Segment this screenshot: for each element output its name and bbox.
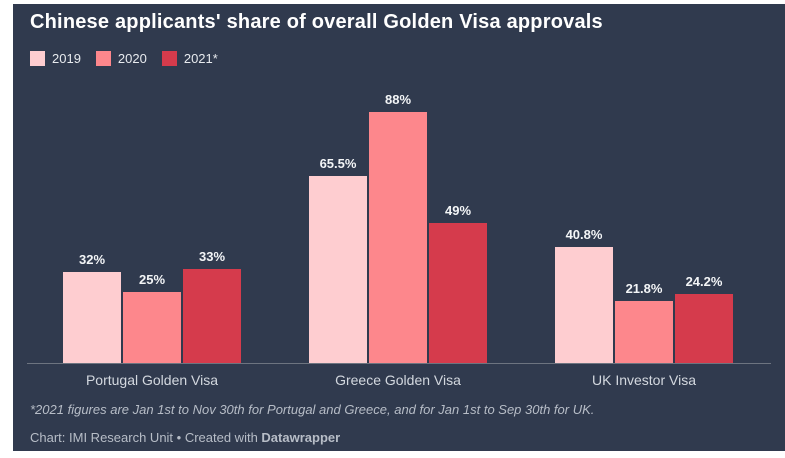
bar-value-label: 65.5% [319, 156, 357, 171]
bar-2021-1 [183, 269, 241, 363]
credit-line: Chart: IMI Research Unit • Created with … [30, 430, 340, 445]
legend-label: 2019 [52, 51, 81, 66]
x-axis-line [27, 363, 771, 364]
bar-cell: 25% [123, 272, 181, 363]
bar-value-label: 25% [138, 272, 166, 287]
bar-cell: 32% [63, 252, 121, 363]
legend-swatch [30, 51, 45, 66]
bar-2019-3 [555, 247, 613, 363]
category-label-2: Greece Golden Visa [335, 372, 461, 388]
bar-cell: 21.8% [615, 281, 673, 363]
bar-cell: 40.8% [555, 227, 613, 363]
bar-value-label: 40.8% [565, 227, 603, 242]
bar-value-label: 21.8% [625, 281, 663, 296]
bar-cell: 65.5% [309, 156, 367, 363]
legend-item-2021: 2021* [161, 51, 218, 66]
legend: 2019 2020 2021* [30, 51, 218, 66]
footnote: *2021 figures are Jan 1st to Nov 30th fo… [30, 402, 595, 417]
bar-value-label: 32% [78, 252, 106, 267]
bar-value-label: 33% [198, 249, 226, 264]
bar-cell: 24.2% [675, 274, 733, 363]
bar-2019-2 [309, 176, 367, 363]
category-label-3: UK Investor Visa [591, 372, 696, 388]
bar-plot: 32% 25% 33% 65.5% 88% 49% 40.8% 21.8% 24.2% [63, 84, 733, 363]
bar-cell: 88% [369, 92, 427, 363]
legend-item-2019: 2019 [30, 51, 81, 66]
legend-label: 2021* [183, 51, 218, 66]
bar-2020-1 [123, 292, 181, 363]
datawrapper-brand-link[interactable]: Datawrapper [261, 430, 341, 445]
bar-cell: 49% [429, 203, 487, 363]
bar-value-label: 49% [444, 203, 472, 218]
chart-card: Chinese applicants' share of overall Gol… [13, 4, 785, 451]
chart-title: Chinese applicants' share of overall Gol… [30, 11, 603, 33]
legend-label: 2020 [117, 51, 147, 66]
bar-2020-2 [369, 112, 427, 363]
bar-2019-1 [63, 272, 121, 363]
category-label-1: Portugal Golden Visa [85, 372, 219, 388]
legend-item-2020: 2020 [95, 51, 147, 66]
bar-2020-3 [615, 301, 673, 363]
legend-swatch [95, 51, 111, 66]
bar-group-3: 40.8% 21.8% 24.2% [555, 227, 733, 363]
bar-group-2: 65.5% 88% 49% [309, 92, 487, 363]
bar-group-1: 32% 25% 33% [63, 249, 241, 363]
bar-2021-2 [429, 223, 487, 363]
bar-2021-3 [675, 294, 733, 363]
bar-value-label: 88% [384, 92, 412, 107]
category-labels: Portugal Golden Visa Greece Golden Visa UK… [63, 372, 733, 388]
legend-swatch [161, 51, 177, 66]
bar-cell: 33% [183, 249, 241, 363]
bar-value-label: 24.2% [685, 274, 723, 289]
credit-prefix: Chart: IMI Research Unit • Created with [30, 430, 262, 445]
